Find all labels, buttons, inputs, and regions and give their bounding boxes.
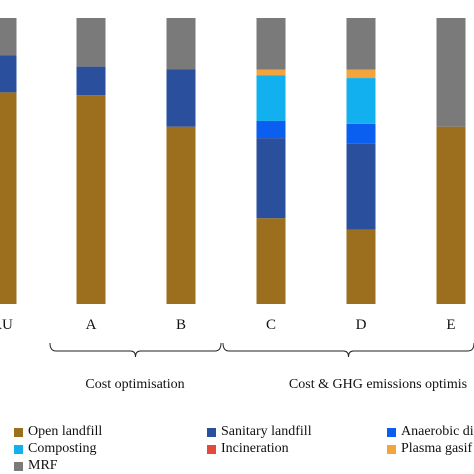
- bar-segment-B-mrf: [166, 18, 196, 70]
- legend-label: Open landfill: [28, 424, 103, 439]
- group-bracket-1: [49, 342, 222, 358]
- bar-segment-B-open-landfill: [166, 126, 196, 305]
- x-tick-labels: AU A B C D E: [0, 317, 456, 333]
- legend-swatch: [207, 427, 216, 437]
- bar-segment-C-anaerobic-di: [256, 120, 286, 139]
- legend-label: Anaerobic di: [401, 424, 474, 439]
- legend-swatch: [14, 444, 23, 454]
- bar-segment-A-mrf: [76, 18, 106, 67]
- legend-item-sanitary-landfill: Sanitary landfill: [207, 424, 312, 440]
- x-tick-label-c: C: [266, 317, 276, 333]
- x-tick-label-b: B: [176, 317, 186, 333]
- bar-segment-A-open-landfill: [76, 95, 106, 304]
- bar-segment-E-open-landfill: [436, 126, 466, 305]
- legend-label: Sanitary landfill: [221, 424, 312, 439]
- bar-segment-C-composting: [256, 75, 286, 121]
- group-bracket-2: [222, 342, 474, 358]
- group-brackets: Cost optimisation Cost & GHG emissions op…: [49, 342, 474, 392]
- legend: Open landfill Sanitary landfill Anaerobic …: [0, 424, 474, 474]
- legend-item-plasma-gasif: Plasma gasif: [387, 441, 472, 457]
- x-tick-label-a: A: [86, 317, 97, 333]
- legend-swatch: [14, 461, 23, 471]
- bar-segment-D-plasma-gasif: [346, 69, 376, 79]
- bar-segment-D-anaerobic-di: [346, 123, 376, 144]
- bar-segment-B-sanitary-landfill: [166, 69, 196, 127]
- bar-segment-C-plasma-gasif: [256, 69, 286, 76]
- bar-segment-BAU-open-landfill: [0, 92, 17, 304]
- x-tick-label-e: E: [446, 317, 455, 333]
- legend-item-mrf: MRF: [14, 458, 58, 474]
- legend-label: Plasma gasif: [401, 441, 473, 456]
- bar-segment-A-sanitary-landfill: [76, 66, 106, 96]
- bar-segment-D-mrf: [346, 18, 376, 70]
- bar-segment-D-sanitary-landfill: [346, 143, 376, 230]
- legend-swatch: [14, 427, 23, 437]
- x-tick-label-d: D: [356, 317, 367, 333]
- bar-segment-C-mrf: [256, 18, 286, 70]
- bar-segment-BAU-sanitary-landfill: [0, 55, 17, 93]
- bar-segment-C-sanitary-landfill: [256, 138, 286, 219]
- group-label-2: Cost & GHG emissions optimis: [289, 377, 467, 392]
- bar-segment-C-open-landfill: [256, 218, 286, 304]
- legend-label: Incineration: [221, 441, 289, 456]
- legend-item-open-landfill: Open landfill: [14, 424, 102, 440]
- legend-item-composting: Composting: [14, 441, 96, 457]
- group-label-1: Cost optimisation: [85, 377, 184, 392]
- legend-item-incineration: Incineration: [207, 441, 289, 457]
- legend-swatch: [207, 444, 216, 454]
- legend-label: Composting: [28, 441, 97, 456]
- x-tick-label-au: AU: [0, 317, 13, 333]
- legend-swatch: [387, 427, 396, 437]
- bar-segment-D-composting: [346, 78, 376, 124]
- bar-segment-BAU-mrf: [0, 18, 17, 56]
- bars-layer: [0, 18, 466, 305]
- legend-swatch: [387, 444, 396, 454]
- bar-segment-D-open-landfill: [346, 229, 376, 304]
- legend-label: MRF: [28, 458, 58, 473]
- legend-item-anaerobic-di: Anaerobic di: [387, 424, 474, 440]
- bar-segment-E-mrf: [436, 18, 466, 127]
